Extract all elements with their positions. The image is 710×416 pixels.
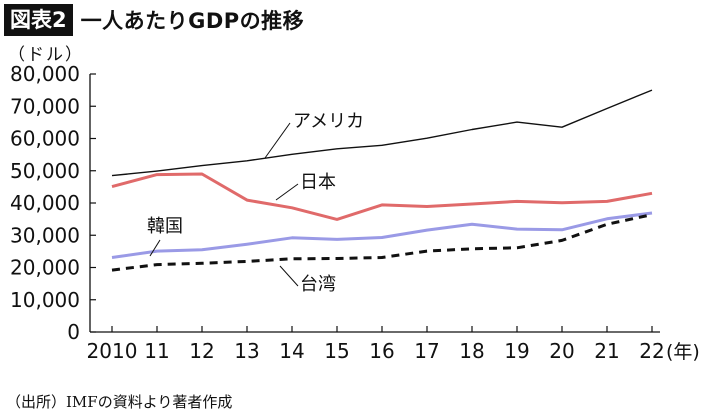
x-tick-label: 13 [234, 339, 259, 363]
y-tick-label: 80,000 [10, 62, 80, 86]
series-line-4 [111, 213, 653, 272]
series-label-2: 日本 [300, 172, 336, 193]
x-axis-suffix: (年) [666, 341, 700, 363]
x-tick-label: 18 [459, 339, 484, 363]
x-tick-label: 19 [504, 339, 529, 363]
y-unit-label: （ドル） [8, 45, 84, 65]
y-tick-label: 60,000 [10, 127, 80, 151]
y-tick-label: 30,000 [10, 223, 80, 247]
figure-badge: 図表2 [4, 4, 73, 36]
x-tick-label: 21 [594, 339, 619, 363]
series-label-1: アメリカ [293, 111, 364, 132]
x-tick-label: 12 [189, 339, 214, 363]
x-tick-label: 15 [324, 339, 349, 363]
x-tick-label: 2010 [87, 339, 138, 363]
y-tick-label: 10,000 [10, 288, 80, 312]
series-line-2 [111, 172, 653, 221]
series-leader-1 [264, 122, 291, 159]
y-tick-label: 40,000 [10, 191, 80, 215]
x-tick-label: 20 [549, 339, 574, 363]
x-tick-label: 11 [144, 339, 169, 363]
x-tick-label: 16 [369, 339, 394, 363]
series-label-3: 韓国 [147, 216, 183, 237]
x-tick-label: 14 [279, 339, 304, 363]
series-line-1 [111, 89, 653, 177]
source-note: （出所）IMFの資料より著者作成 [6, 393, 233, 411]
series-leader-2 [275, 183, 299, 201]
y-tick-label: 50,000 [10, 159, 80, 183]
series-label-4: 台湾 [300, 274, 336, 295]
x-tick-label: 17 [414, 339, 439, 363]
series-leader-4 [279, 265, 299, 287]
series-line-3 [111, 211, 653, 259]
chart-title: 一人あたりGDPの推移 [80, 9, 305, 33]
x-tick-label: 22 [639, 339, 664, 363]
y-tick-label: 70,000 [10, 94, 80, 118]
series-leader-3 [149, 239, 161, 257]
y-tick-label: 0 [67, 320, 80, 344]
y-tick-label: 20,000 [10, 256, 80, 280]
chart-header: 図表2 一人あたりGDPの推移 [4, 4, 304, 36]
